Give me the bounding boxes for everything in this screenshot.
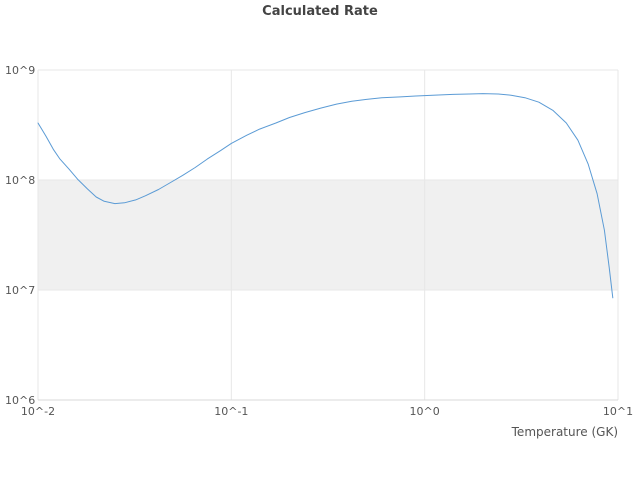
x-axis-label: Temperature (GK): [511, 425, 618, 439]
x-tick-label: 10^-1: [214, 405, 248, 418]
chart-title: Calculated Rate: [262, 4, 378, 19]
x-tick-label: 10^1: [603, 405, 633, 418]
x-tick-label: 10^0: [410, 405, 440, 418]
y-tick-label: 10^6: [5, 394, 35, 407]
x-tick-label: 10^-2: [21, 405, 55, 418]
highlight-band: [38, 180, 618, 290]
data-line: [37, 93, 614, 299]
y-tick-label: 10^7: [5, 284, 35, 297]
y-tick-label: 10^9: [5, 64, 35, 77]
y-tick-label: 10^8: [5, 174, 35, 187]
